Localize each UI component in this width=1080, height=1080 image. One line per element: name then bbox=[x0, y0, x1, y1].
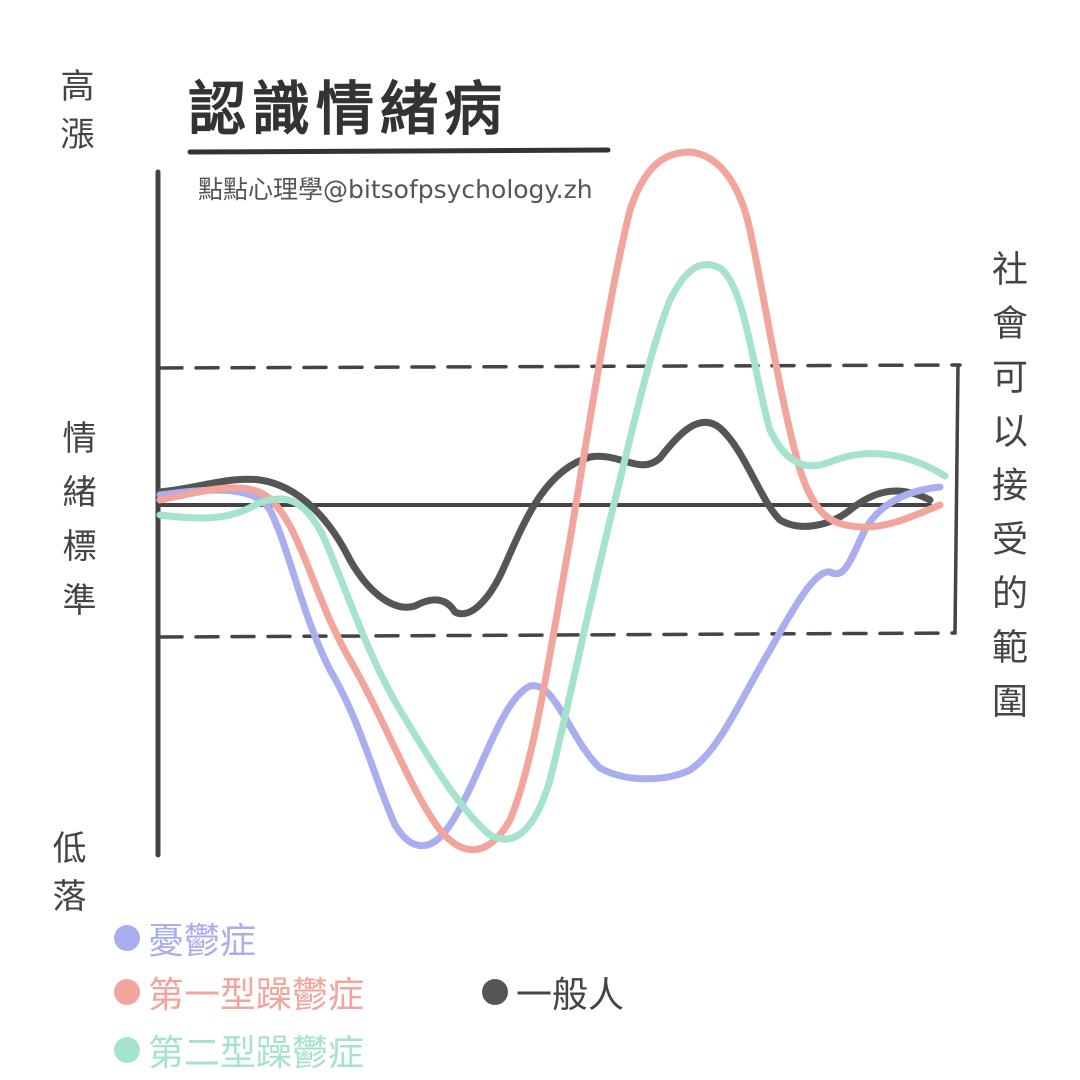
normal-curve bbox=[156, 418, 934, 618]
axis-label-low: 低落 bbox=[46, 830, 86, 926]
legend-label: 第一型躁鬱症 bbox=[148, 975, 365, 1016]
legend-item: 一般人 bbox=[482, 966, 624, 1018]
legend-dot bbox=[114, 1037, 140, 1063]
legend-dot bbox=[482, 979, 508, 1005]
legend-dot bbox=[114, 925, 140, 951]
bipolar-one-curve bbox=[156, 148, 944, 854]
legend-label: 憂鬱症 bbox=[148, 921, 257, 962]
legend-item: 第一型躁鬱症 bbox=[114, 966, 364, 1018]
bipolar-two-curve bbox=[156, 261, 949, 843]
legend-label: 一般人 bbox=[516, 975, 625, 1016]
title: 認識情緒病 bbox=[188, 75, 509, 143]
range-label: 社會可以接受的範圍 bbox=[986, 250, 1027, 736]
legend-item: 憂鬱症 bbox=[114, 912, 256, 964]
axis-label-high: 高漲 bbox=[54, 68, 94, 164]
legend-item: 第二型躁鬱症 bbox=[114, 1024, 364, 1076]
subtitle: 點點心理學@bitsofpsychology.zh bbox=[198, 175, 593, 204]
lower-bound bbox=[158, 631, 957, 639]
upper-bound bbox=[158, 363, 962, 370]
depression-curve bbox=[156, 483, 944, 850]
legend-dot bbox=[114, 979, 140, 1005]
axis-label-middle: 情緒標準 bbox=[56, 420, 96, 636]
legend-label: 第二型躁鬱症 bbox=[148, 1033, 365, 1074]
title-underline bbox=[187, 147, 611, 155]
range-bracket bbox=[953, 364, 960, 635]
